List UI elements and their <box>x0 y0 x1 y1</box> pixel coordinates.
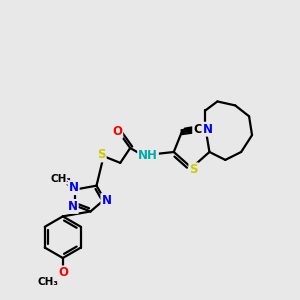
Text: C: C <box>193 123 202 136</box>
Text: N: N <box>101 194 111 207</box>
Text: CH₃: CH₃ <box>50 174 71 184</box>
Text: O: O <box>112 125 122 138</box>
Text: N: N <box>68 200 78 213</box>
Text: S: S <box>189 163 198 176</box>
Text: O: O <box>59 266 69 279</box>
Text: CH₃: CH₃ <box>38 277 58 287</box>
Text: NH: NH <box>138 149 158 162</box>
Text: S: S <box>97 148 106 161</box>
Text: N: N <box>69 181 79 194</box>
Text: N: N <box>202 123 212 136</box>
